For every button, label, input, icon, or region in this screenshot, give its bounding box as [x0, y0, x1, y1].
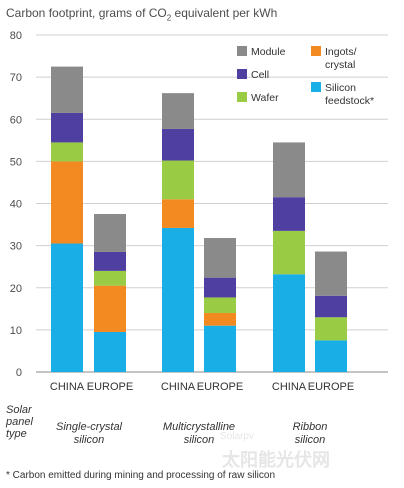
- y-tick-label-50: 50: [10, 156, 22, 168]
- category-label-4: EUROPE: [197, 381, 243, 393]
- bar-6-silicon-feedstock: [315, 340, 347, 372]
- bar-3-wafer: [162, 160, 194, 200]
- bar-3-ingots-crystal: [162, 199, 194, 228]
- y-tick-label-60: 60: [10, 114, 22, 126]
- group-label-1-line-2: silicon: [74, 434, 105, 446]
- legend-label-ingots-crystal-line-1: Ingots/: [325, 46, 357, 58]
- y-tick-label-30: 30: [10, 241, 22, 253]
- bar-2-cell: [94, 251, 126, 271]
- group-label-2-line-2: silicon: [184, 434, 215, 446]
- legend-label-wafer: Wafer: [251, 92, 279, 104]
- bar-1-cell: [51, 112, 83, 143]
- bar-3-cell: [162, 128, 194, 161]
- legend-swatch-cell: [237, 69, 247, 79]
- bar-2-silicon-feedstock: [94, 331, 126, 372]
- y-tick-label-0: 0: [16, 367, 22, 379]
- bar-4-ingots-crystal: [204, 313, 236, 326]
- bar-4-cell: [204, 277, 236, 298]
- bar-2-ingots-crystal: [94, 285, 126, 332]
- bar-4-silicon-feedstock: [204, 325, 236, 372]
- row-label-line-2: panel: [5, 416, 33, 428]
- watermark-logo: 太阳能光伏网: [222, 449, 330, 471]
- bar-5-module: [273, 142, 305, 198]
- bar-3-silicon-feedstock: [162, 227, 194, 372]
- y-tick-label-40: 40: [10, 199, 22, 211]
- bar-4-module: [204, 238, 236, 278]
- y-tick-label-10: 10: [10, 325, 22, 337]
- bar-2-module: [94, 214, 126, 252]
- row-label-line-1: Solar: [6, 404, 33, 416]
- legend-swatch-module: [237, 46, 247, 56]
- bar-6-wafer: [315, 317, 347, 341]
- group-label-3-line-1: Ribbon: [293, 421, 328, 433]
- bar-5-cell: [273, 197, 305, 231]
- legend-label-silicon-feedstock-line-2: feedstock*: [325, 95, 374, 107]
- bar-6-module: [315, 251, 347, 296]
- category-label-3: CHINA: [161, 381, 196, 393]
- footnote: * Carbon emitted during mining and proce…: [6, 470, 275, 481]
- chart-title: Carbon footprint, grams of CO2 equivalen…: [6, 6, 278, 23]
- group-label-1-line-1: Single-crystal: [56, 421, 123, 433]
- legend-label-cell: Cell: [251, 69, 269, 81]
- row-label-line-3: type: [6, 428, 27, 440]
- legend-label-ingots-crystal-line-2: crystal: [325, 59, 355, 71]
- bar-3-module: [162, 93, 194, 129]
- category-label-1: CHINA: [50, 381, 85, 393]
- bar-4-wafer: [204, 297, 236, 314]
- y-tick-label-80: 80: [10, 30, 22, 42]
- group-label-3-line-2: silicon: [295, 434, 326, 446]
- legend-swatch-wafer: [237, 92, 247, 102]
- bar-1-module: [51, 66, 83, 113]
- bar-5-wafer: [273, 230, 305, 275]
- category-label-5: CHINA: [272, 381, 307, 393]
- bar-6-cell: [315, 295, 347, 318]
- legend-swatch-silicon-feedstock: [311, 82, 321, 92]
- group-label-2-line-1: Multicrystalline: [163, 421, 235, 433]
- y-tick-label-20: 20: [10, 283, 22, 295]
- legend-label-silicon-feedstock-line-1: Silicon: [325, 82, 356, 94]
- bar-1-wafer: [51, 142, 83, 162]
- category-label-2: EUROPE: [87, 381, 133, 393]
- bar-1-silicon-feedstock: [51, 243, 83, 372]
- legend-label-module: Module: [251, 46, 286, 58]
- legend-swatch-ingots-crystal: [311, 46, 321, 56]
- category-label-6: EUROPE: [308, 381, 354, 393]
- bar-5-silicon-feedstock: [273, 274, 305, 372]
- bar-1-ingots-crystal: [51, 161, 83, 244]
- watermark-url: Solarpv: [220, 431, 254, 442]
- y-tick-label-70: 70: [10, 72, 22, 84]
- bar-2-wafer: [94, 270, 126, 286]
